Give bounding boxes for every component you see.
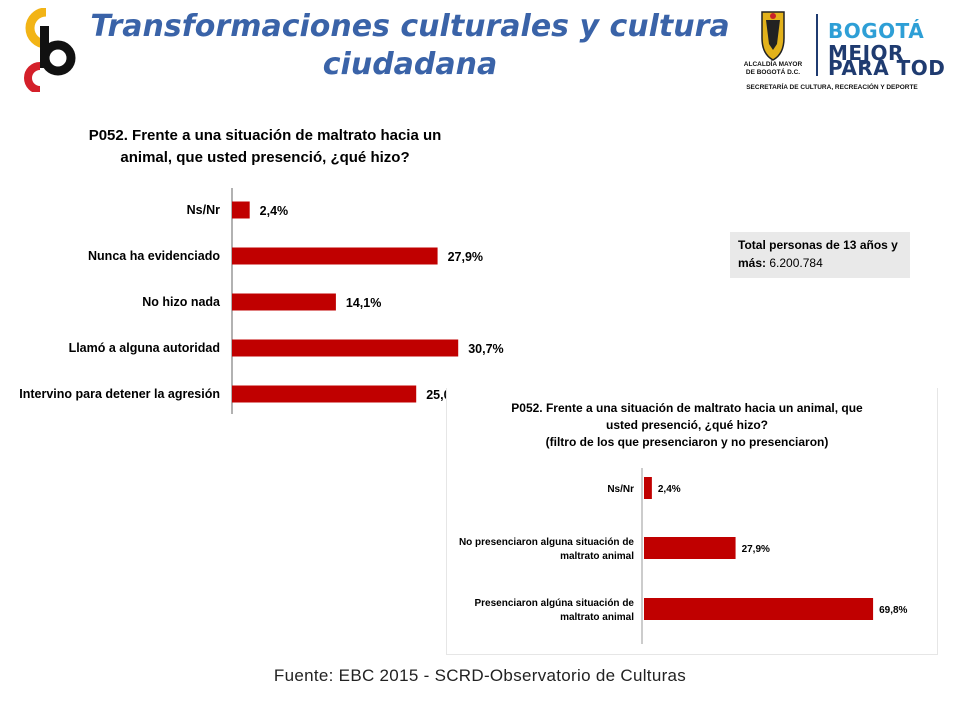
chart2-bar [644, 598, 874, 620]
department-caption: SECRETARÍA DE CULTURA, RECREACIÓN Y DEPO… [746, 82, 918, 91]
chart2-bars [644, 477, 874, 620]
total-population-value: 6.200.784 [769, 256, 823, 270]
total-population-box: Total personas de 13 años y más: 6.200.7… [730, 232, 910, 278]
chart2-category-label: Presenciaron algúna situación de maltrato… [475, 598, 635, 623]
chart2-category-label: Ns/Nr [607, 484, 634, 495]
chart1-bars [232, 201, 459, 403]
brand-line-1: BOGOTÁ [828, 19, 924, 43]
chart2-data-label: 27,9% [742, 544, 770, 555]
chart2-category-labels: Ns/Nr No presenciaron alguna situación de… [459, 484, 634, 623]
chart2-category-label: No presenciaron alguna situación de maltr… [459, 537, 634, 562]
chart1-bar [232, 201, 250, 219]
chart1-data-label: 14,1% [346, 296, 381, 310]
logo-yellow-arc [25, 8, 47, 49]
shield-caption-1: ALCALDÍA MAYOR [744, 59, 803, 68]
brand-line-2: MEJOR [828, 41, 904, 65]
chart-p052-main: P052. Frente a una situación de maltrato… [19, 127, 504, 414]
institution-logo [24, 8, 76, 92]
chart2-category-line: No presenciaron alguna situación de [459, 537, 634, 548]
chart-p052-filter: P052. Frente a una situación de maltrato… [459, 401, 908, 644]
page-title: Transformaciones culturales y cultura ci… [90, 9, 730, 82]
chart2-title-line2: usted presenció, ¿qué hizo? [606, 418, 768, 432]
chart1-bar [232, 339, 459, 357]
chart2-data-label: 69,8% [879, 605, 907, 616]
chart1-category-label: Llamó a alguna autoridad [69, 341, 220, 355]
shield-caption-2: DE BOGOTÁ D.C. [746, 67, 800, 76]
total-population-label: Total personas de 13 años y más: [738, 238, 898, 270]
chart1-title-line1: P052. Frente a una situación de maltrato… [89, 127, 442, 144]
brand-line-3: PARA TODOS [828, 56, 944, 80]
chart2-data-label: 2,4% [658, 484, 681, 495]
chart1-category-label: Ns/Nr [187, 203, 220, 217]
chart2-category-line: Ns/Nr [607, 484, 634, 495]
chart2-data-labels: 2,4% 27,9% 69,8% [658, 484, 908, 616]
chart1-category-label: No hizo nada [142, 295, 221, 309]
chart2-category-line: Presenciaron algúna situación de [475, 598, 635, 609]
source-note: Fuente: EBC 2015 - SCRD-Observatorio de … [273, 666, 687, 685]
chart1-data-label: 27,9% [448, 250, 483, 264]
chart2-bar [644, 477, 652, 499]
logo-divider [816, 14, 818, 76]
chart2-bar [644, 537, 736, 559]
chart2-category-line: maltrato animal [560, 551, 634, 562]
chart1-bar [232, 385, 417, 403]
chart2-category-line: maltrato animal [560, 612, 634, 623]
chart1-category-labels: Ns/Nr Nunca ha evidenciado No hizo nada Lla… [19, 203, 221, 401]
logo-black-bowl [40, 40, 76, 76]
chart1-title-line2: animal, que usted presenció, ¿qué hizo? [120, 149, 409, 166]
bogota-logo: ALCALDÍA MAYOR DE BOGOTÁ D.C. BOGOTÁ MEJ… [722, 4, 960, 96]
chart2-title-line1: P052. Frente a una situación de maltrato… [511, 401, 863, 415]
chart1-category-label: Intervino para detener la agresión [19, 387, 220, 401]
chart2-title-line3: (filtro de los que presenciaron y no pre… [546, 435, 829, 449]
chart1-data-label: 30,7% [468, 342, 503, 356]
logo-red-arc [24, 62, 41, 92]
shield-icon [761, 11, 785, 61]
chart1-data-label: 2,4% [260, 204, 289, 218]
chart1-category-label: Nunca ha evidenciado [88, 249, 220, 263]
bogota-logo-graphic: ALCALDÍA MAYOR DE BOGOTÁ D.C. BOGOTÁ MEJ… [744, 11, 960, 91]
chart1-bar [232, 247, 438, 265]
chart-p052-filter-panel: P052. Frente a una situación de maltrato… [446, 388, 938, 655]
chart1-bar [232, 293, 336, 311]
